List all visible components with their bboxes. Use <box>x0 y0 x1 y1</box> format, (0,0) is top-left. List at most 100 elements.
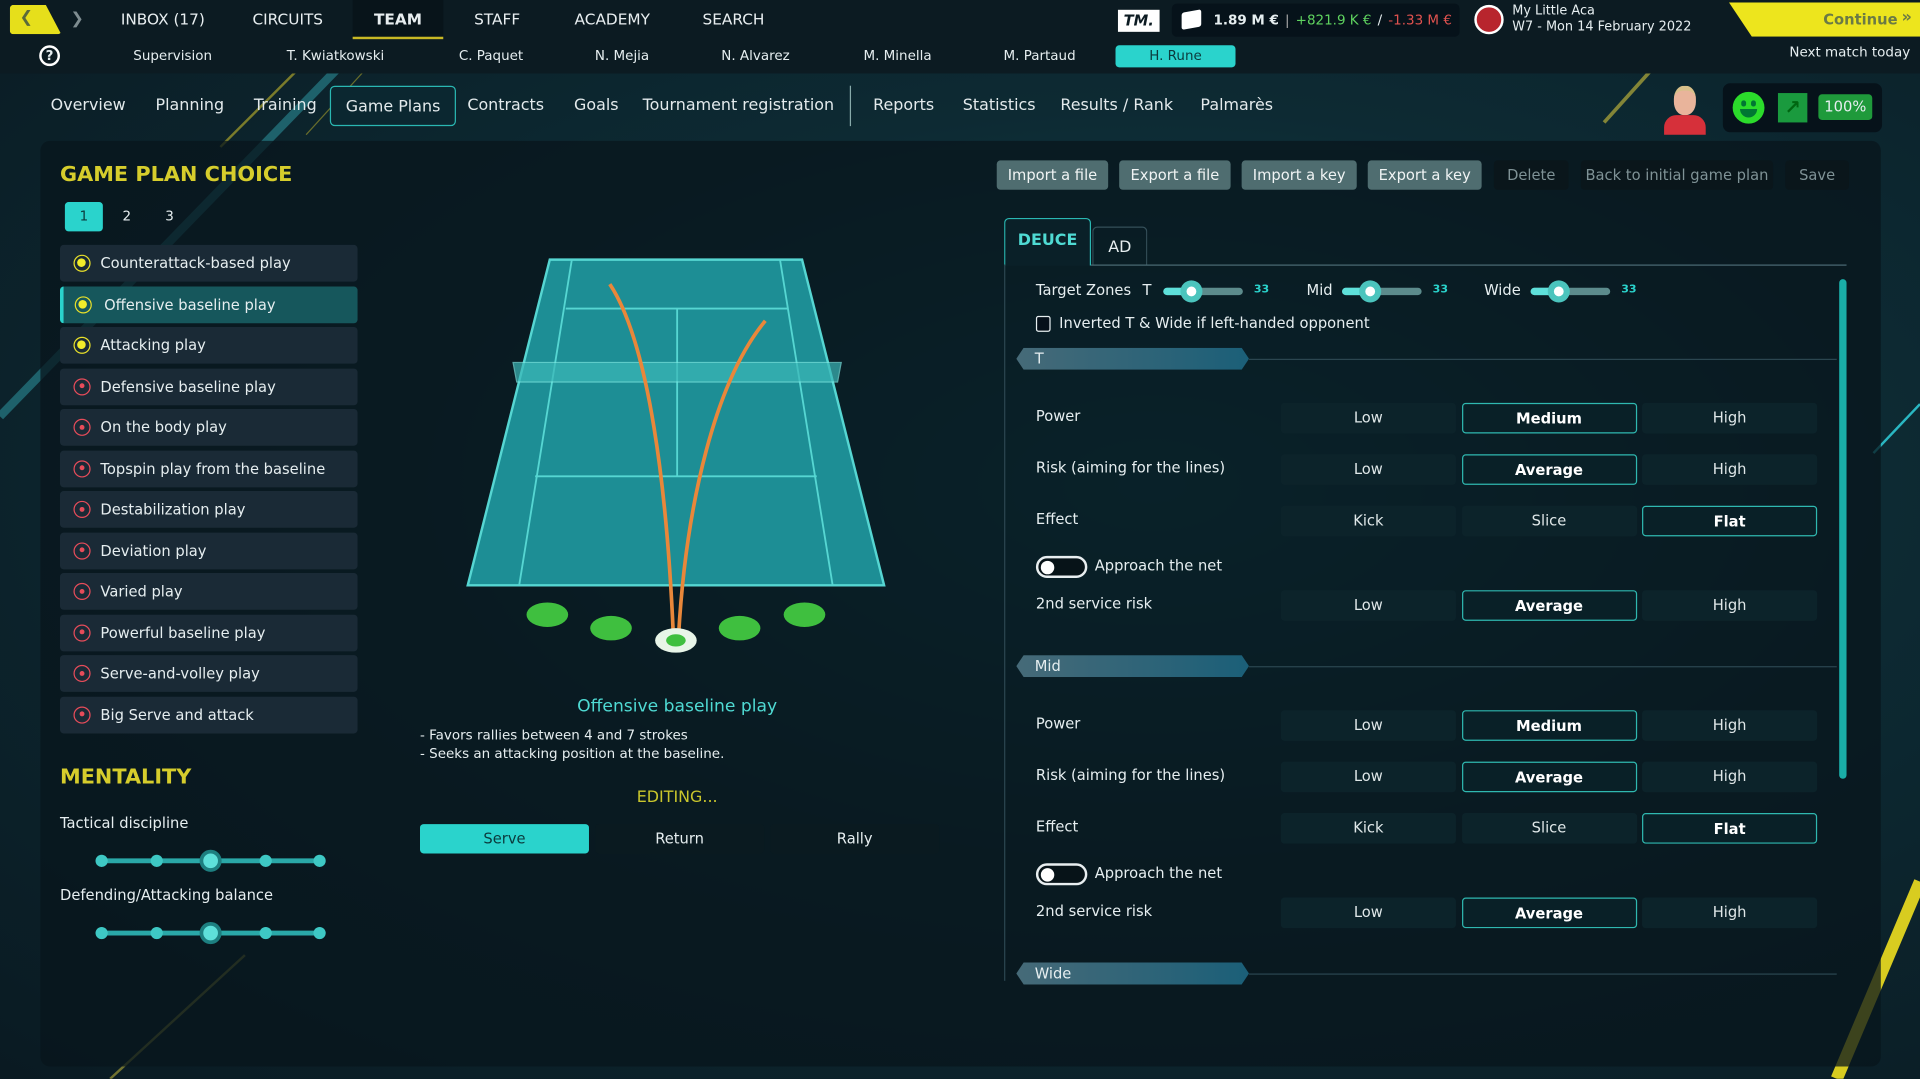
slot-1[interactable]: 1 <box>64 202 103 232</box>
slider-step[interactable] <box>258 854 272 867</box>
tab-overview[interactable]: Overview <box>50 96 126 116</box>
second-option-average[interactable]: Average <box>1461 590 1637 621</box>
risk-option-low[interactable]: Low <box>1280 761 1456 793</box>
nav-inbox[interactable]: INBOX (17) <box>120 9 205 29</box>
approach-net-toggle[interactable] <box>1035 555 1088 578</box>
slider-step[interactable] <box>258 926 272 940</box>
tab-tournament-registration[interactable]: Tournament registration <box>642 96 835 116</box>
effect-option-flat[interactable]: Flat <box>1642 505 1818 537</box>
inverted-checkbox[interactable] <box>1035 315 1051 332</box>
nav-circuits[interactable]: CIRCUITS <box>252 9 324 29</box>
slot-3[interactable]: 3 <box>165 208 174 225</box>
risk-option-low[interactable]: Low <box>1280 454 1456 485</box>
effect-option-kick[interactable]: Kick <box>1280 505 1456 537</box>
power-option-medium[interactable]: Medium <box>1461 710 1637 741</box>
tab-deuce[interactable]: DEUCE <box>1004 217 1092 266</box>
nav-staff[interactable]: STAFF <box>474 9 521 29</box>
mode-return[interactable]: Return <box>595 824 765 854</box>
effect-option-kick[interactable]: Kick <box>1280 813 1456 844</box>
risk-option-average[interactable]: Average <box>1461 454 1637 485</box>
player-avatar[interactable] <box>1662 82 1709 135</box>
export-file-button[interactable]: Export a file <box>1119 160 1231 190</box>
power-option-high[interactable]: High <box>1642 710 1818 741</box>
plan-item[interactable]: Varied play <box>60 573 358 610</box>
forward-button[interactable]: ❯ <box>64 5 91 34</box>
staff-partaud[interactable]: M. Partaud <box>1003 47 1076 64</box>
nav-team[interactable]: TEAM <box>352 0 444 40</box>
section-header-wide[interactable]: Wide <box>1016 962 1249 985</box>
tab-contracts[interactable]: Contracts <box>467 96 545 116</box>
tab-planning[interactable]: Planning <box>155 96 225 116</box>
delete-button[interactable]: Delete <box>1493 160 1569 190</box>
power-option-high[interactable]: High <box>1642 402 1818 434</box>
section-header-mid[interactable]: Mid <box>1016 655 1249 678</box>
import-key-button[interactable]: Import a key <box>1241 160 1357 190</box>
plan-item[interactable]: Serve-and-volley play <box>60 655 358 692</box>
reset-button[interactable]: Back to initial game plan <box>1580 160 1774 190</box>
plan-item[interactable]: Counterattack-based play <box>60 244 358 282</box>
approach-net-toggle[interactable] <box>1035 863 1088 886</box>
mode-serve[interactable]: Serve <box>420 824 589 854</box>
plan-item[interactable]: Defensive baseline play <box>60 367 358 405</box>
second-option-high[interactable]: High <box>1642 897 1818 929</box>
staff-alvarez[interactable]: N. Alvarez <box>721 47 790 64</box>
slider-step[interactable] <box>95 926 108 940</box>
zone-t-slider[interactable] <box>1163 280 1243 303</box>
power-option-low[interactable]: Low <box>1280 710 1456 741</box>
tab-palmares[interactable]: Palmarès <box>1200 96 1274 116</box>
slider-step[interactable] <box>313 926 326 940</box>
slider-step[interactable] <box>95 854 108 867</box>
slider-step[interactable] <box>313 854 326 867</box>
continue-button[interactable]: Continue » <box>1728 2 1920 37</box>
tactical-discipline-slider[interactable] <box>95 849 326 872</box>
plan-item[interactable]: Attacking play <box>60 326 358 364</box>
slider-step[interactable] <box>150 926 163 940</box>
staff-paquet[interactable]: C. Paquet <box>458 47 524 64</box>
risk-option-average[interactable]: Average <box>1461 761 1637 793</box>
save-button[interactable]: Save <box>1785 160 1849 190</box>
plan-item[interactable]: Offensive baseline play <box>60 285 358 323</box>
power-option-medium[interactable]: Medium <box>1461 402 1637 434</box>
section-header-t[interactable]: T <box>1016 347 1249 370</box>
effect-option-slice[interactable]: Slice <box>1461 813 1637 844</box>
second-option-high[interactable]: High <box>1642 590 1818 621</box>
effect-option-slice[interactable]: Slice <box>1461 505 1637 537</box>
tab-results-rank[interactable]: Results / Rank <box>1060 96 1174 116</box>
power-option-low[interactable]: Low <box>1280 402 1456 434</box>
help-icon[interactable]: ? <box>39 45 61 67</box>
plan-item[interactable]: Big Serve and attack <box>60 696 358 733</box>
second-option-low[interactable]: Low <box>1280 590 1456 621</box>
tab-statistics[interactable]: Statistics <box>962 96 1036 116</box>
plan-item[interactable]: Deviation play <box>60 532 358 569</box>
scrollbar[interactable] <box>1839 279 1847 779</box>
import-file-button[interactable]: Import a file <box>996 160 1109 190</box>
staff-supervision[interactable]: Supervision <box>133 47 213 64</box>
zone-mid-slider[interactable] <box>1342 280 1422 303</box>
plan-item[interactable]: Powerful baseline play <box>60 614 358 651</box>
tab-ad[interactable]: AD <box>1092 226 1148 266</box>
slider-step[interactable] <box>199 849 222 872</box>
effect-option-flat[interactable]: Flat <box>1642 813 1818 844</box>
tab-reports[interactable]: Reports <box>873 96 935 116</box>
slider-step[interactable] <box>150 854 163 867</box>
balance-slider[interactable] <box>95 922 326 945</box>
zone-wide-slider[interactable] <box>1530 280 1611 303</box>
tab-goals[interactable]: Goals <box>574 96 619 116</box>
slider-step[interactable] <box>199 922 222 945</box>
staff-mejia[interactable]: N. Mejia <box>594 47 650 64</box>
nav-academy[interactable]: ACADEMY <box>574 9 650 29</box>
staff-kwiatkowski[interactable]: T. Kwiatkowski <box>286 47 385 64</box>
tab-training[interactable]: Training <box>253 96 317 116</box>
slot-2[interactable]: 2 <box>122 208 132 225</box>
risk-option-high[interactable]: High <box>1642 761 1818 793</box>
mode-rally[interactable]: Rally <box>770 824 940 854</box>
plan-item[interactable]: Destabilization play <box>60 491 358 528</box>
second-option-low[interactable]: Low <box>1280 897 1456 929</box>
export-key-button[interactable]: Export a key <box>1367 160 1482 190</box>
tab-game-plans[interactable]: Game Plans <box>329 85 457 127</box>
plan-item[interactable]: Topspin play from the baseline <box>60 450 358 487</box>
staff-rune[interactable]: H. Rune <box>1115 45 1236 68</box>
staff-minella[interactable]: M. Minella <box>863 47 932 64</box>
second-option-average[interactable]: Average <box>1461 897 1637 929</box>
finance-box[interactable]: 1.89 M € | +821.9 K € / -1.33 M € <box>1171 3 1460 37</box>
